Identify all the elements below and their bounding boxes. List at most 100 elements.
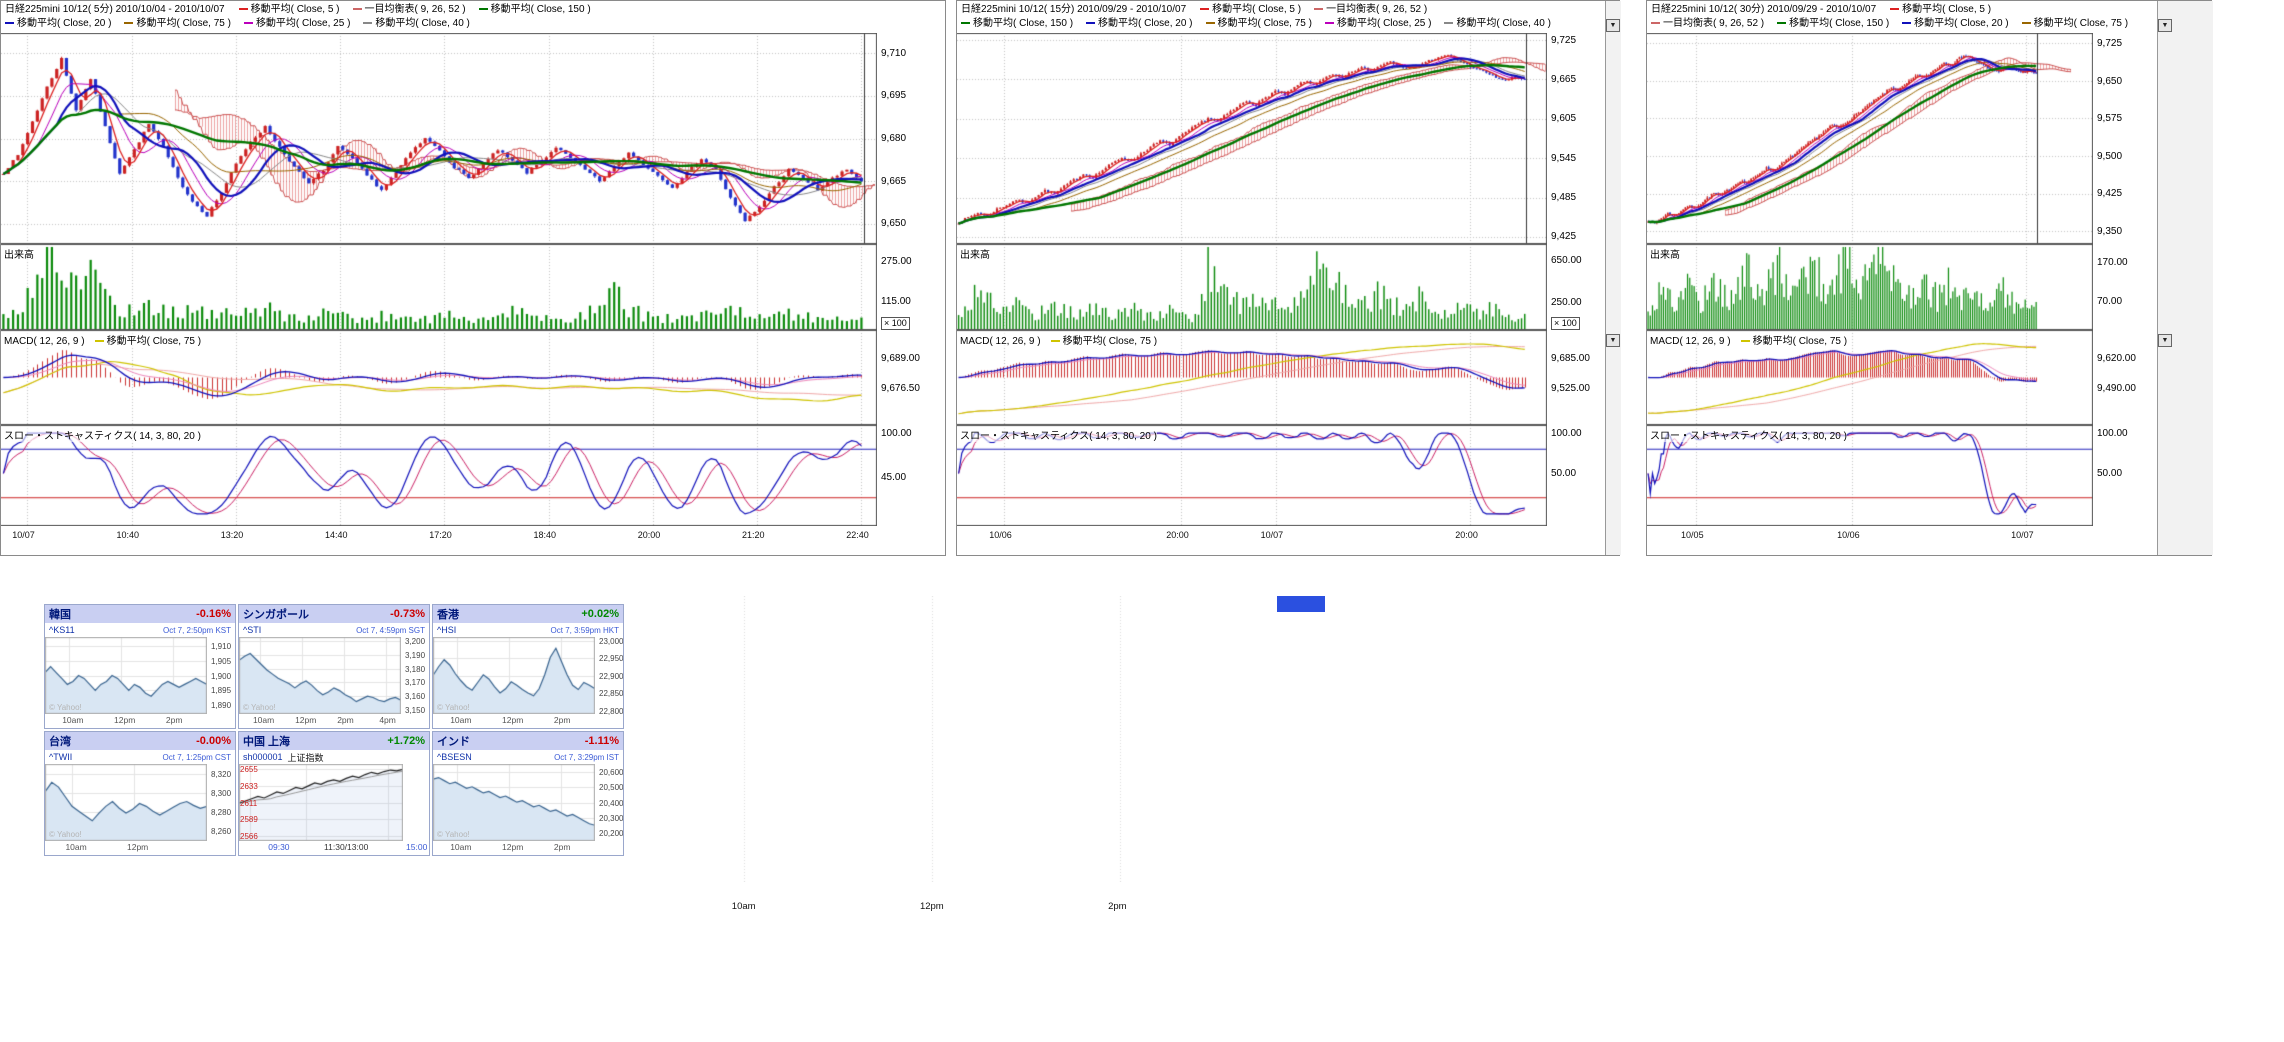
nikkei-15min-price-pane[interactable] [957,33,1547,244]
legend-color-mark-icon [363,22,373,25]
axis-menu-dropdown-icon[interactable]: ▼ [2158,334,2172,347]
market-axis-label: 3,160 [405,692,426,702]
yahoo-watermark: © Yahoo! [437,703,470,712]
axis-label: 9,485 [1551,192,1577,204]
legend-color-mark-icon [2021,22,2031,25]
legend-item: 移動平均( Close, 40 ) [1444,17,1551,30]
market-axis-label: 22,800 [599,706,624,716]
axis-label: 9,680 [881,133,907,144]
legend-label: 移動平均( Close, 40 ) [375,18,470,29]
market-axis-label: 2611 [240,798,258,808]
legend-row: 移動平均( Close, 20 ) 移動平均( Close, 75 ) 移動平均( … [5,18,483,29]
axis-label: 9,545 [1551,152,1577,164]
market-symbol-link[interactable]: sh000001 [243,752,283,762]
market-name-link[interactable]: 中国 上海 [243,736,291,748]
legend-row: 移動平均( Close, 150 ) 移動平均( Close, 20 ) 移動平均(… [961,18,1564,29]
legend-item: 移動平均( Close, 150 ) [478,3,591,16]
legend-label: 移動平均( Close, 5 ) [250,4,340,15]
market-xaxis-label: 2pm [553,715,571,725]
market-symbol-link[interactable]: ^TWII [49,752,73,762]
stochastics-pane-title: スロー・ストキャスティクス( 14, 3, 80, 20 ) [4,427,201,442]
macd-label: MACD( 12, 26, 9 ) [960,336,1041,347]
axis-label: 100.00 [2097,428,2128,439]
nikkei-15min-volume-pane[interactable] [957,244,1547,330]
price-axis: 9,725 9,650 9,575 9,500 9,425 9,350 170.00 70.0… [2095,1,2157,557]
legend-label: 一目均衡表( 9, 26, 52 ) [1326,4,1428,15]
market-axis-labels: 23,000 22,950 22,900 22,850 22,800 [598,637,624,716]
axis-scroll-strip[interactable] [2157,1,2213,555]
market-xaxis-label: 10am [65,842,87,852]
market-symbol-link[interactable]: ^KS11 [49,625,75,635]
volume-unit-label: × 100 [1551,317,1580,330]
market-xaxis-label: 12pm [502,842,524,852]
axis-label: 100.00 [881,428,912,439]
market-xaxis-label: 11:30/13:00 [324,842,369,852]
axis-label: 9,725 [2097,38,2123,49]
chart-header-line2: 移動平均( Close, 20 ) 移動平均( Close, 75 ) 移動平均( … [5,17,943,30]
legend-color-mark-icon [243,22,253,25]
market-symbol-link[interactable]: ^HSI [437,625,457,635]
market-widget-header: 中国 上海 +1.72% [239,732,429,750]
macd-label: MACD( 12, 26, 9 ) [4,336,85,347]
axis-label: 9,650 [881,218,907,230]
market-axis-label: 8,280 [211,808,232,818]
market-name-link[interactable]: 韓国 [49,609,71,621]
legend-color-mark-icon [352,8,362,11]
market-xaxis-label: 4pm [379,715,396,725]
x-axis-label: 20:00 [1166,530,1189,540]
axis-menu-dropdown-icon[interactable]: ▼ [2158,19,2172,32]
x-axis-label: 17:20 [429,530,452,540]
market-widget-header: シンガポール -0.73% [239,605,429,623]
macd-ma-color-mark-icon [94,340,104,343]
market-timestamp: Oct 7, 4:59pm SGT [356,625,425,635]
market-symbol-link[interactable]: ^BSESN [437,752,472,762]
axis-label: 9,425 [2097,188,2123,199]
market-xaxis-label: 10am [252,715,275,725]
axis-menu-dropdown-icon[interactable]: ▼ [1606,334,1620,347]
axis-label: 9,425 [1551,231,1577,243]
axis-label: 650.00 [1551,254,1582,266]
axis-label: 115.00 [881,295,911,307]
macd-label: MACD( 12, 26, 9 ) [1650,336,1731,347]
axis-menu-dropdown-icon[interactable]: ▼ [1606,19,1620,32]
legend-row: 移動平均( Close, 5 ) 一目均衡表( 9, 26, 52 ) [1200,4,1440,15]
market-change-badge: -1.11% [584,735,619,747]
axis-label: 9,665 [881,175,907,187]
in-canvas[interactable] [685,596,1273,882]
legend-label: 移動平均( Close, 75 ) [1217,18,1312,29]
current-price-badge [1277,596,1325,612]
market-name-link[interactable]: 台湾 [49,736,71,748]
market-name-link[interactable]: 香港 [437,609,459,621]
legend-color-mark-icon [124,22,134,25]
market-xaxis-row: 10am 12pm 2pm [433,841,623,853]
stochastics-pane-title: スロー・ストキャスティクス( 14, 3, 80, 20 ) [1650,427,1847,442]
chart-title: 日経225mini 10/12( 5分) 2010/10/04 - 2010/1… [5,4,225,15]
price-axis: 9,710 9,695 9,680 9,665 9,650 275.00 115.00 9,6… [879,1,947,557]
chart-window-5min: 日経225mini 10/12( 5分) 2010/10/04 - 2010/1… [0,0,946,556]
market-change-badge: -0.73% [390,608,425,620]
nikkei-30min-price-pane[interactable] [1647,33,2093,244]
axis-scroll-strip[interactable] [1605,1,1621,555]
market-index-name: 上证指数 [287,752,324,763]
axis-label: 50.00 [2097,468,2123,479]
market-widget-kr: 韓国 -0.16% ^KS11 Oct 7, 2:50pm KST 1,910 1,905… [44,604,236,729]
market-symbol-link[interactable]: ^STI [243,625,262,635]
fx-daily-chart [1340,596,1940,930]
x-axis-label: 10/07 [2011,530,2034,540]
yahoo-watermark: © Yahoo! [49,830,82,839]
nikkei-30min-volume-pane[interactable] [1647,244,2093,330]
market-widget-subrow: ^STI Oct 7, 4:59pm SGT [239,623,429,637]
legend-row: 一目均衡表( 9, 26, 52 ) 移動平均( Close, 150 ) 移動平均… [1651,18,2141,29]
market-xaxis-row: 09:30 11:30/13:00 15:00 [239,841,429,853]
nikkei-5min-volume-pane[interactable] [1,244,877,330]
x-axis-label: 13:20 [220,530,244,540]
market-name-link[interactable]: インド [437,736,470,748]
market-name-link[interactable]: シンガポール [243,609,309,621]
market-xaxis-row: 10am 12pm 2pm 4pm [239,714,429,726]
market-axis-label: 8,320 [211,769,232,779]
market-change-badge: +0.02% [581,608,619,620]
market-axis-label: 22,950 [599,654,624,663]
nikkei-5min-price-pane[interactable] [1,33,877,244]
axis-label: 45.00 [881,472,907,483]
legend-label: 移動平均( Close, 25 ) [1336,18,1432,29]
